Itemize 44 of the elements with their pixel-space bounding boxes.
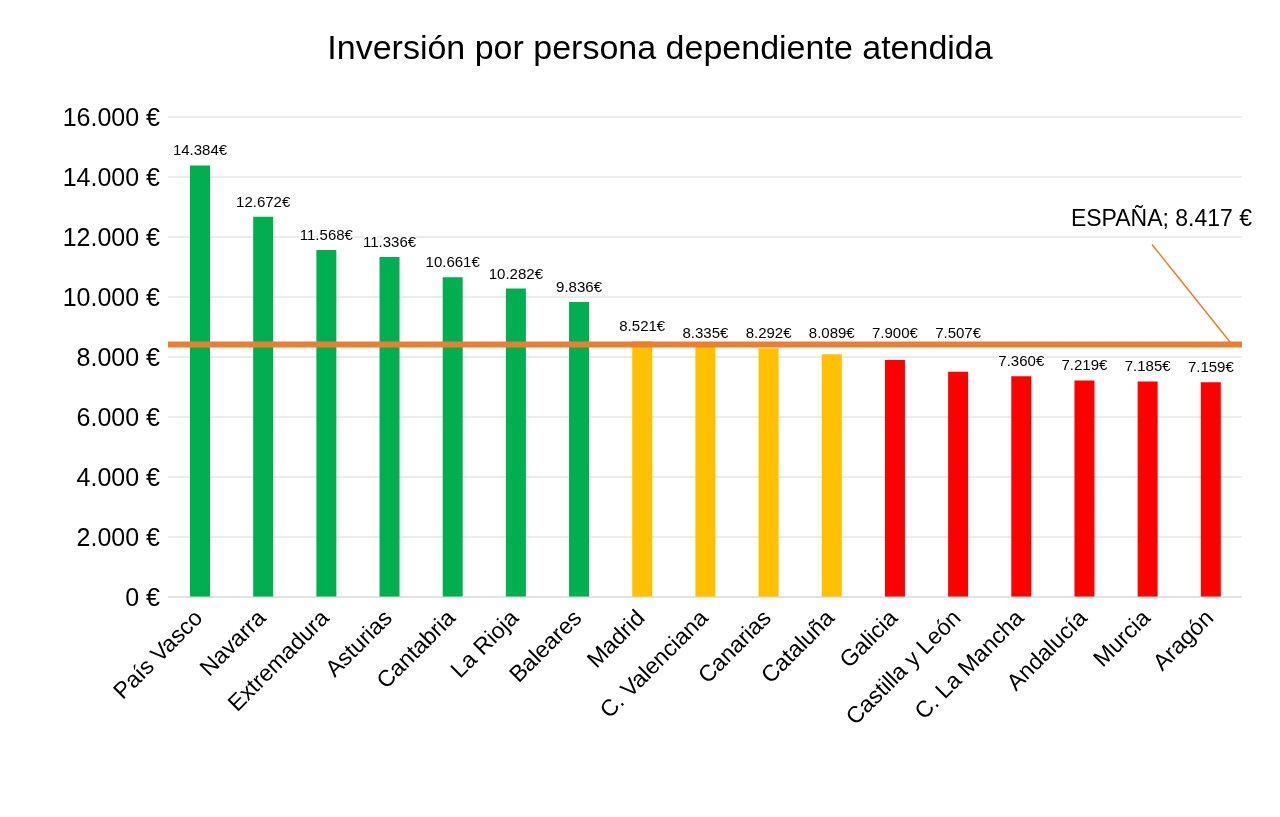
y-tick-label: 10.000 € bbox=[62, 282, 161, 311]
bar bbox=[948, 371, 969, 597]
bar bbox=[505, 288, 526, 597]
ref-line-label: ESPAÑA; 8.417 € bbox=[1070, 205, 1253, 232]
data-label: 9.836€ bbox=[556, 277, 603, 295]
bar bbox=[758, 348, 779, 597]
data-label: 7.360€ bbox=[998, 352, 1045, 370]
data-label: 11.568€ bbox=[299, 225, 354, 243]
data-label: 8.292€ bbox=[745, 324, 793, 342]
data-label: 7.507€ bbox=[935, 324, 982, 342]
data-label: 8.335€ bbox=[682, 324, 729, 342]
y-tick-label: 8.000 € bbox=[76, 342, 161, 371]
y-tick-label: 16.000 € bbox=[62, 102, 161, 131]
bar bbox=[442, 277, 463, 597]
data-label: 8.089€ bbox=[808, 324, 856, 342]
data-label: 7.219€ bbox=[1061, 356, 1109, 374]
y-tick-label: 6.000 € bbox=[76, 402, 161, 431]
data-label: 10.661€ bbox=[425, 253, 481, 271]
data-label: 14.384€ bbox=[172, 141, 228, 159]
y-tick-label: 12.000 € bbox=[62, 222, 161, 251]
bar bbox=[316, 249, 337, 597]
bar bbox=[253, 216, 274, 597]
bar bbox=[1137, 381, 1158, 597]
bar bbox=[190, 165, 210, 597]
y-tick-label: 2.000 € bbox=[76, 522, 161, 551]
y-tick-label: 14.000 € bbox=[62, 162, 161, 191]
bar bbox=[821, 354, 842, 597]
y-tick-label: 0 € bbox=[125, 582, 161, 611]
bar bbox=[1200, 382, 1221, 597]
data-label: 11.336€ bbox=[362, 232, 417, 250]
chart-title: Inversión por persona dependiente atendida bbox=[326, 28, 994, 67]
data-label: 7.159€ bbox=[1187, 358, 1235, 376]
bar bbox=[1074, 380, 1095, 597]
data-label: 7.900€ bbox=[872, 324, 919, 342]
data-label: 7.185€ bbox=[1124, 357, 1172, 375]
bar bbox=[569, 301, 590, 597]
bar bbox=[1011, 376, 1032, 597]
bar bbox=[695, 346, 716, 597]
bar bbox=[379, 256, 400, 597]
data-label: 8.521€ bbox=[619, 317, 666, 335]
data-label: 12.672€ bbox=[236, 192, 291, 210]
bar bbox=[884, 360, 905, 597]
data-label: 10.282€ bbox=[488, 264, 544, 282]
y-tick-label: 4.000 € bbox=[76, 462, 161, 491]
